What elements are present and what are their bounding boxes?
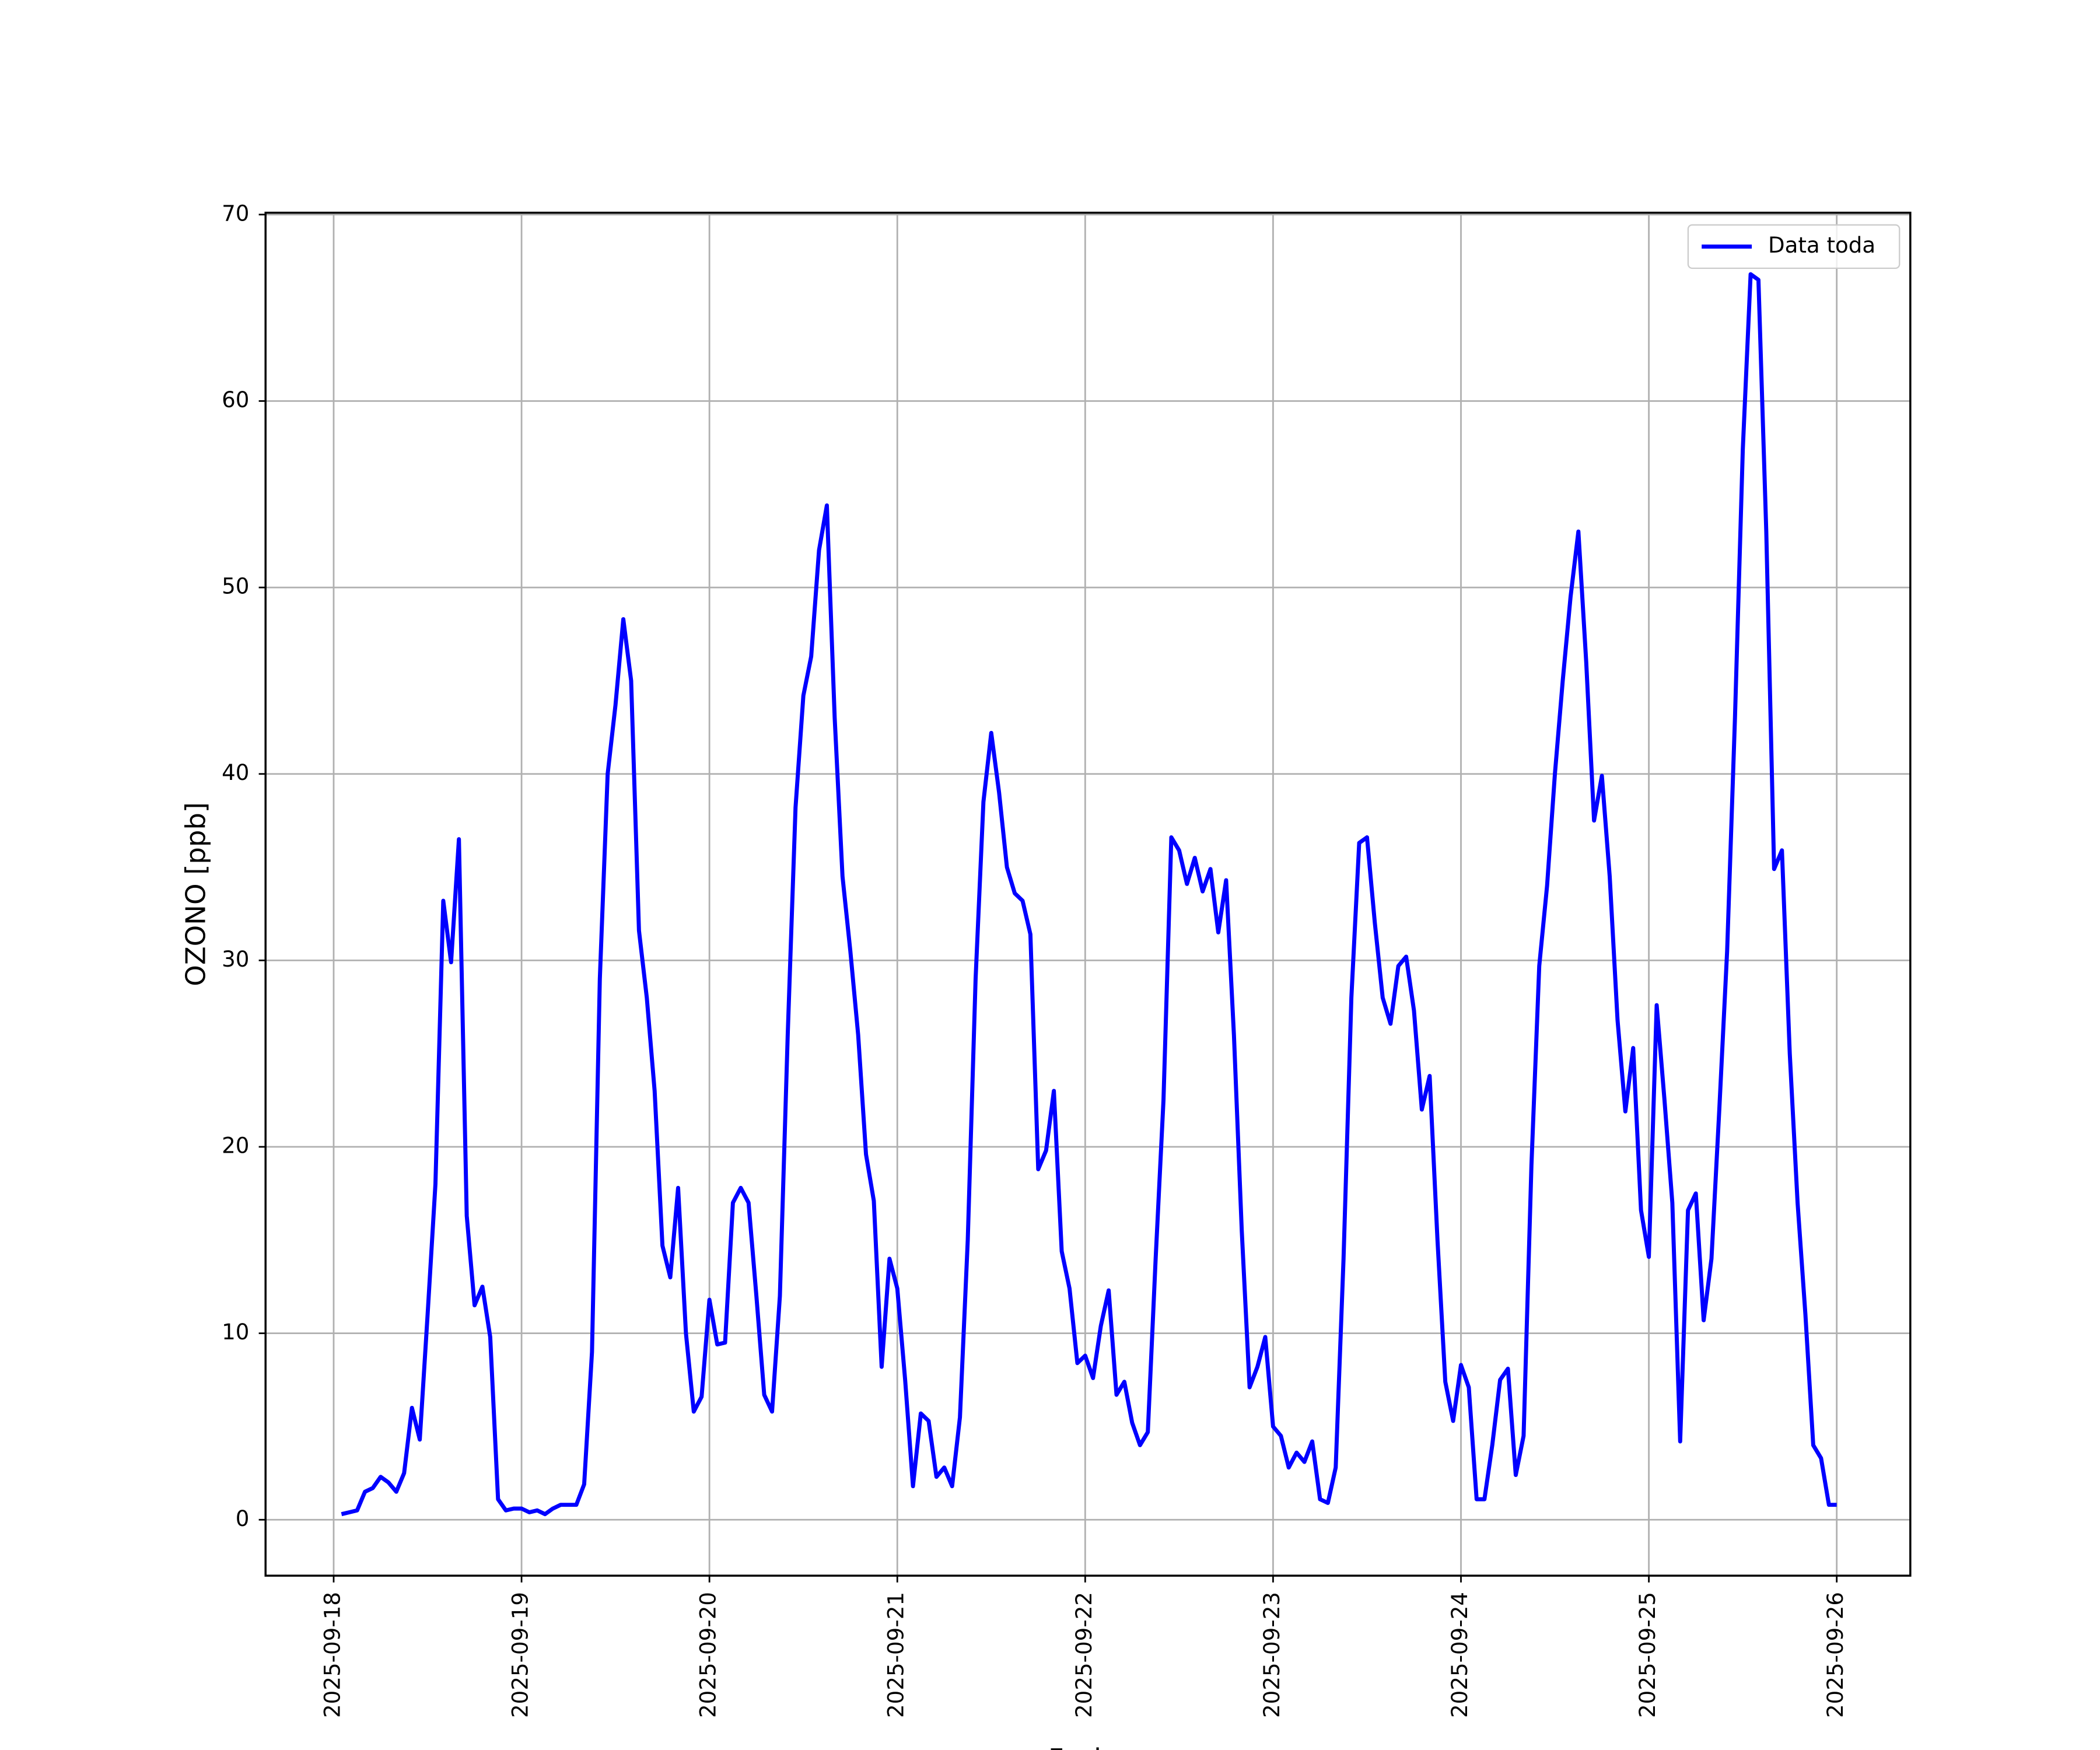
plot-frame xyxy=(264,211,1912,1577)
x-tick-label: 2025-09-25 xyxy=(1635,1592,1660,1718)
y-tick-label: 10 xyxy=(222,1320,249,1345)
legend-label: Data toda xyxy=(1768,233,1875,258)
x-tick-label: 2025-09-19 xyxy=(508,1592,533,1718)
y-tick-label: 70 xyxy=(222,201,249,226)
y-tick-label: 30 xyxy=(222,947,249,972)
y-tick-label: 20 xyxy=(222,1133,249,1158)
x-tick-label: 2025-09-20 xyxy=(696,1592,721,1718)
y-tick-label: 0 xyxy=(236,1506,250,1531)
y-tick-label: 50 xyxy=(222,574,249,599)
x-axis-label: Fecha xyxy=(1048,1743,1128,1750)
legend-box xyxy=(1687,224,1901,270)
y-tick-label: 40 xyxy=(222,760,249,785)
y-axis-label: OZONO [ppb] xyxy=(180,802,212,986)
x-tick-label: 2025-09-22 xyxy=(1072,1592,1097,1718)
x-tick-label: 2025-09-23 xyxy=(1259,1592,1284,1718)
data-line xyxy=(341,272,1837,1517)
x-tick-label: 2025-09-24 xyxy=(1447,1592,1472,1718)
x-tick-label: 2025-09-21 xyxy=(884,1592,909,1718)
x-tick-label: 2025-09-26 xyxy=(1823,1592,1848,1718)
x-tick-label: 2025-09-18 xyxy=(320,1592,345,1718)
y-tick-label: 60 xyxy=(222,387,249,412)
